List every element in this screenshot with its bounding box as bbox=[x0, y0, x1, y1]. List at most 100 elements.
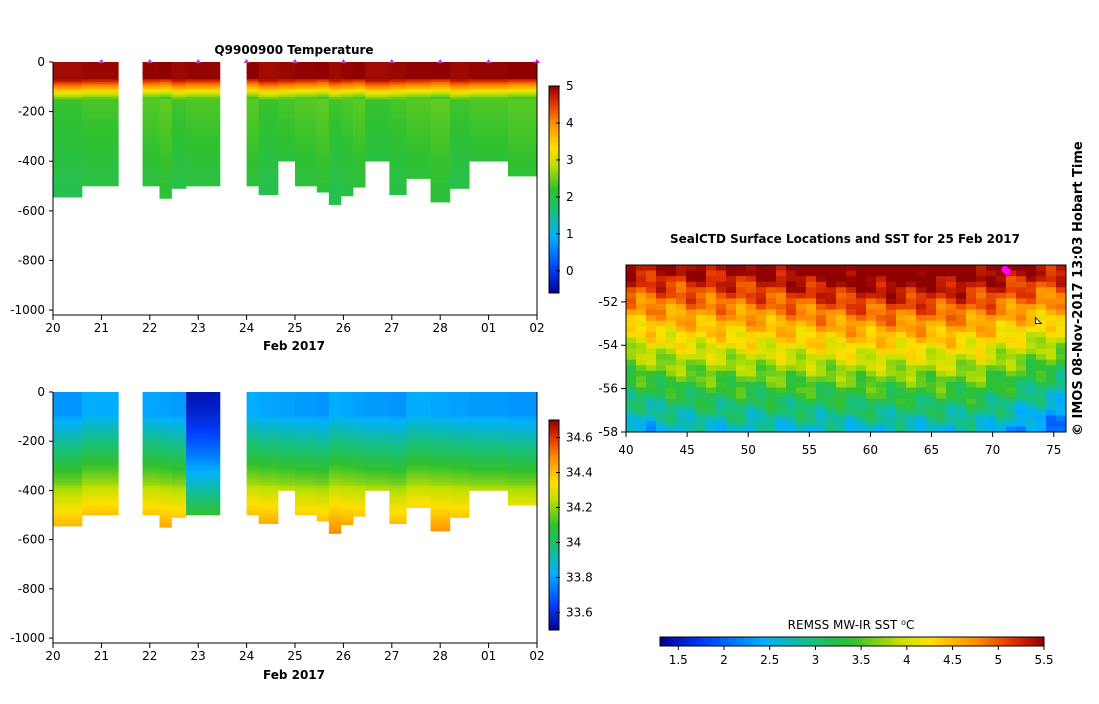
sst-cell bbox=[716, 415, 727, 422]
y-tick-label: -800 bbox=[18, 253, 45, 267]
profile-cell bbox=[278, 128, 296, 132]
profile-cell bbox=[340, 468, 354, 472]
sst-cell bbox=[786, 331, 797, 338]
sst-cell bbox=[696, 337, 707, 344]
profile-cell bbox=[389, 131, 407, 135]
profile-cell bbox=[353, 181, 366, 184]
profile-cell bbox=[171, 426, 187, 430]
profile-cell bbox=[469, 409, 509, 412]
profile-cell bbox=[353, 487, 366, 491]
sst-cell bbox=[906, 303, 917, 310]
sst-cell bbox=[916, 342, 927, 349]
profile-cell bbox=[430, 423, 451, 427]
profile-cell bbox=[246, 94, 259, 98]
profile-cell bbox=[159, 433, 172, 437]
sst-cell bbox=[956, 309, 967, 316]
profile-cell bbox=[430, 512, 451, 516]
profile-cell bbox=[186, 141, 221, 145]
profile-cell bbox=[295, 473, 318, 476]
sst-cell bbox=[916, 276, 927, 283]
profile-cell bbox=[278, 419, 296, 422]
profile-cell bbox=[316, 515, 330, 518]
sst-cell bbox=[876, 404, 887, 411]
sst-cell bbox=[1026, 359, 1037, 366]
profile-cell bbox=[507, 106, 538, 110]
profile-cell bbox=[246, 121, 259, 125]
sst-cell bbox=[866, 415, 877, 422]
profile-cell bbox=[159, 524, 172, 528]
profile-cell bbox=[389, 124, 407, 127]
profile-cell bbox=[246, 151, 259, 155]
sst-cell bbox=[916, 309, 927, 316]
sst-cell bbox=[836, 270, 847, 277]
profile-cell bbox=[258, 124, 279, 127]
sst-cell bbox=[646, 281, 657, 288]
sst-cell bbox=[966, 359, 977, 366]
profile-cell bbox=[278, 423, 296, 427]
profile-cell bbox=[186, 124, 221, 127]
sst-cell bbox=[886, 387, 897, 394]
profile-cell bbox=[340, 114, 354, 117]
sst-cell bbox=[926, 309, 937, 316]
profile-cell bbox=[53, 428, 83, 432]
profile-cell bbox=[469, 411, 509, 415]
sst-cell bbox=[996, 359, 1007, 366]
profile-cell bbox=[82, 487, 119, 491]
sst-cell bbox=[726, 404, 737, 411]
profile-cell bbox=[389, 71, 407, 75]
profile-cell bbox=[507, 128, 538, 132]
sst-cell bbox=[976, 404, 987, 411]
profile-cell bbox=[53, 81, 83, 85]
sst-cell bbox=[1016, 420, 1027, 427]
sst-cell bbox=[696, 298, 707, 305]
sst-cell bbox=[996, 342, 1007, 349]
sst-cell bbox=[1006, 409, 1017, 416]
profile-cell bbox=[171, 401, 187, 405]
sst-cell bbox=[746, 409, 757, 416]
sst-cell bbox=[1026, 342, 1037, 349]
profile-cell bbox=[171, 141, 187, 145]
profile-cell bbox=[389, 399, 407, 403]
sst-cell bbox=[996, 398, 1007, 405]
profile-cell bbox=[278, 146, 296, 150]
profile-cell bbox=[258, 151, 279, 155]
profile-cell bbox=[246, 89, 259, 93]
profile-cell bbox=[295, 91, 318, 95]
sst-cell bbox=[946, 420, 957, 427]
profile-cell bbox=[469, 151, 509, 155]
sst-cell bbox=[696, 315, 707, 322]
profile-cell bbox=[82, 74, 119, 78]
profile-cell bbox=[469, 94, 509, 98]
sst-cell bbox=[666, 415, 677, 422]
sst-cell bbox=[876, 359, 887, 366]
profile-cell bbox=[389, 392, 407, 395]
profile-cell bbox=[365, 446, 390, 449]
profile-cell bbox=[353, 166, 366, 169]
profile-cell bbox=[430, 86, 451, 90]
sst-cell bbox=[956, 415, 967, 422]
sst-cell bbox=[966, 415, 977, 422]
sst-cell bbox=[636, 281, 647, 288]
profile-cell bbox=[430, 529, 451, 532]
profile-cell bbox=[389, 510, 407, 513]
profile-cell bbox=[142, 141, 160, 145]
sst-cell bbox=[1026, 287, 1037, 294]
profile-cell bbox=[159, 428, 172, 432]
sst-cell bbox=[926, 265, 937, 271]
profile-cell bbox=[316, 158, 330, 162]
sst-cell bbox=[646, 342, 657, 349]
profile-cell bbox=[449, 116, 470, 120]
sst-cell bbox=[956, 337, 967, 344]
sst-cell bbox=[706, 270, 717, 277]
profile-cell bbox=[142, 436, 160, 440]
profile-cell bbox=[186, 392, 221, 395]
profile-cell bbox=[159, 421, 172, 425]
profile-column bbox=[159, 62, 172, 199]
sst-cell bbox=[906, 376, 917, 383]
profile-cell bbox=[449, 158, 470, 162]
sst-cell bbox=[1026, 365, 1037, 372]
profile-cell bbox=[171, 84, 187, 88]
sst-cell bbox=[866, 348, 877, 355]
profile-cell bbox=[406, 399, 431, 403]
profile-cell bbox=[246, 131, 259, 135]
